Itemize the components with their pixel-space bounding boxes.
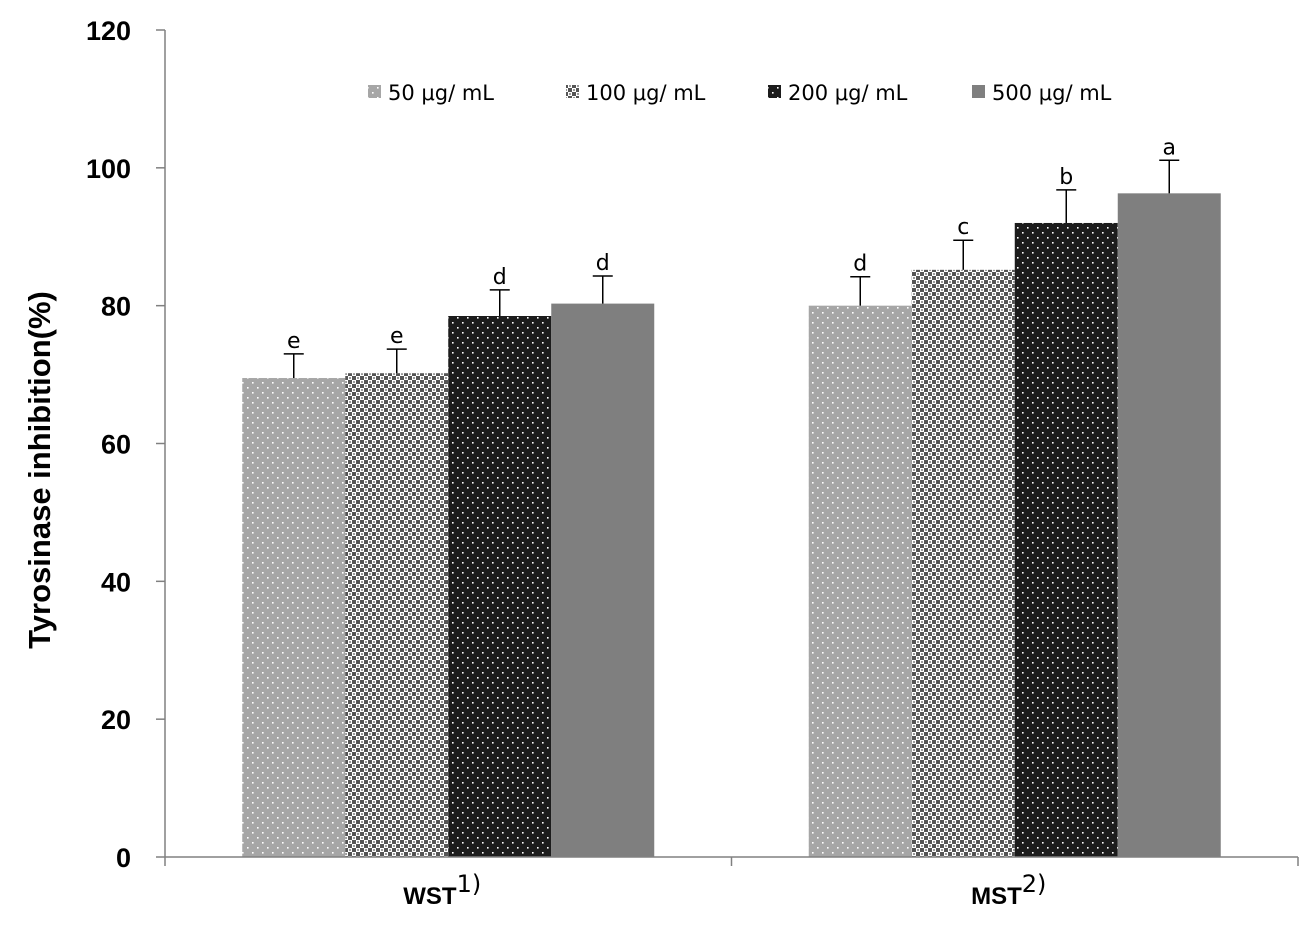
legend-swatch-3 [972,85,985,98]
significance-label: d [493,265,507,290]
x-tick-superscript: 2) [1022,870,1047,898]
legend-label-0: 50 μg/ mL [388,81,494,105]
bar-wst-2 [448,316,552,858]
bar-mst-0 [808,305,912,858]
legend-swatch-0 [368,85,381,98]
y-tick-label: 60 [101,430,131,460]
legend-swatch-2 [768,85,781,98]
bar-wst-0 [242,378,346,857]
bar-mst-2 [1014,222,1118,857]
bar-mst-1 [911,269,1015,858]
significance-label: b [1059,165,1073,190]
significance-label: a [1163,135,1176,160]
legend-label-2: 200 μg/ mL [788,81,908,105]
bar-mst-3 [1117,193,1221,857]
y-tick-label: 120 [86,16,131,46]
y-tick-label: 20 [101,705,131,735]
significance-label: d [596,251,610,276]
significance-label: d [853,252,867,277]
x-tick-name: MST [971,883,1022,910]
legend-label-3: 500 μg/ mL [992,81,1112,105]
bar-wst-3 [551,303,655,858]
legend-label-1: 100 μg/ mL [586,81,706,105]
significance-label: e [390,324,404,349]
x-tick-name: WST [403,883,457,910]
x-tick-label-mst: MST2) [971,870,1046,910]
y-axis-label: Tyrosinase inhibition(%) [22,291,57,649]
legend: 50 μg/ mL 100 μg/ mL 200 μg/ mL 500 μg/ mL [368,81,1112,105]
bar-wst-1 [345,373,449,857]
y-tick-label: 80 [101,292,131,322]
y-tick-label: 100 [86,154,131,184]
y-tick-label: 0 [116,843,131,873]
x-tick-superscript: 1) [457,870,482,898]
significance-label: c [957,215,969,240]
legend-swatch-1 [566,85,579,98]
significance-label: e [287,329,301,354]
x-tick-label-wst: WST1) [403,870,481,910]
y-tick-label: 40 [101,567,131,597]
bars-layer: e e d d d c b a [242,135,1221,858]
axes-layer: 0 20 40 60 80 100 120 WST1) MST2) [86,16,1299,910]
